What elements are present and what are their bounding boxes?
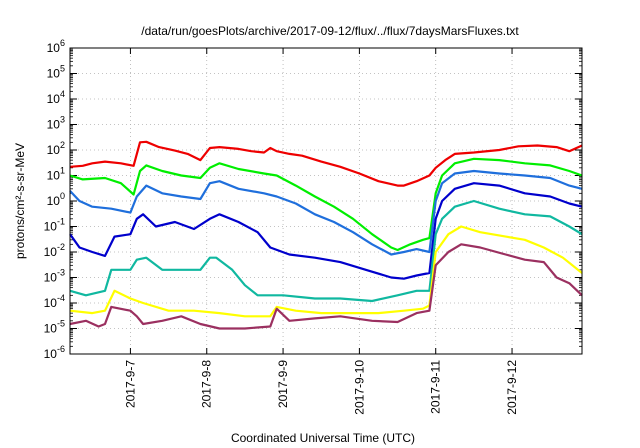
y-tick-exponent: -2: [57, 242, 65, 252]
y-tick-label: 106: [47, 38, 65, 55]
y-tick-exponent: 6: [60, 38, 65, 48]
x-tick-label: 2017-9-11: [429, 360, 443, 414]
y-tick-base: 10: [44, 271, 58, 285]
y-axis-label: protons/cm²-s-sr-MeV: [13, 143, 27, 259]
series-line-6: [69, 243, 583, 330]
y-tick-base: 10: [47, 41, 61, 55]
y-tick-base: 10: [47, 67, 61, 81]
x-axis-label: Coordinated Universal Time (UTC): [231, 431, 415, 445]
y-tick-exponent: 1: [60, 166, 65, 176]
y-tick-label: 104: [47, 89, 65, 106]
series-line-4: [69, 199, 583, 303]
x-tick-label: 2017-9-9: [276, 360, 290, 408]
y-tick-base: 10: [44, 245, 58, 259]
y-tick-label: 10-6: [44, 344, 65, 361]
x-tick-label: 2017-9-7: [123, 360, 137, 408]
series-line-3: [69, 182, 583, 280]
y-tick-exponent: 2: [60, 140, 65, 150]
plot-frame: [69, 47, 583, 355]
y-tick-base: 10: [47, 92, 61, 106]
y-tick-label: 10-1: [44, 217, 65, 234]
y-tick-exponent: 3: [60, 115, 65, 125]
y-tick-base: 10: [47, 143, 61, 157]
y-tick-exponent: 4: [60, 89, 65, 99]
series-lines: [69, 140, 583, 330]
x-tick-label: 2017-9-12: [505, 360, 519, 415]
x-tick-label: 2017-9-10: [352, 360, 366, 415]
y-axis-ticks: 10-610-510-410-310-210-11001011021031041…: [44, 38, 582, 361]
y-tick-label: 10-3: [44, 268, 65, 285]
y-tick-label: 103: [47, 115, 65, 132]
y-tick-label: 101: [47, 166, 65, 183]
y-tick-label: 10-2: [44, 242, 65, 259]
y-tick-base: 10: [47, 118, 61, 132]
y-tick-exponent: 5: [60, 64, 65, 74]
grid: [70, 48, 582, 354]
x-tick-label: 2017-9-8: [200, 360, 214, 408]
y-tick-exponent: -5: [57, 319, 65, 329]
y-tick-label: 105: [47, 64, 65, 81]
y-tick-base: 10: [44, 347, 58, 361]
series-line-2: [69, 169, 583, 256]
y-tick-base: 10: [47, 169, 61, 183]
x-axis-ticks: 2017-9-7 2017-9-8 2017-9-9 2017-9-10 2017-9-…: [123, 48, 519, 415]
series-line-0: [69, 140, 583, 187]
y-tick-exponent: -3: [57, 268, 65, 278]
y-tick-exponent: -4: [57, 293, 65, 303]
y-tick-label: 10-5: [44, 319, 65, 336]
y-tick-exponent: -6: [57, 344, 65, 354]
y-tick-base: 10: [44, 220, 58, 234]
y-tick-label: 10-4: [44, 293, 65, 310]
chart-title: /data/run/goesPlots/archive/2017-09-12/f…: [141, 24, 519, 38]
series-line-5: [69, 225, 583, 318]
y-tick-exponent: -1: [57, 217, 65, 227]
y-tick-label: 102: [47, 140, 65, 157]
series-line-1: [69, 157, 583, 252]
y-tick-base: 10: [47, 194, 61, 208]
y-tick-base: 10: [44, 322, 58, 336]
y-tick-base: 10: [44, 296, 58, 310]
y-tick-exponent: 0: [60, 191, 65, 201]
y-tick-label: 100: [47, 191, 65, 208]
